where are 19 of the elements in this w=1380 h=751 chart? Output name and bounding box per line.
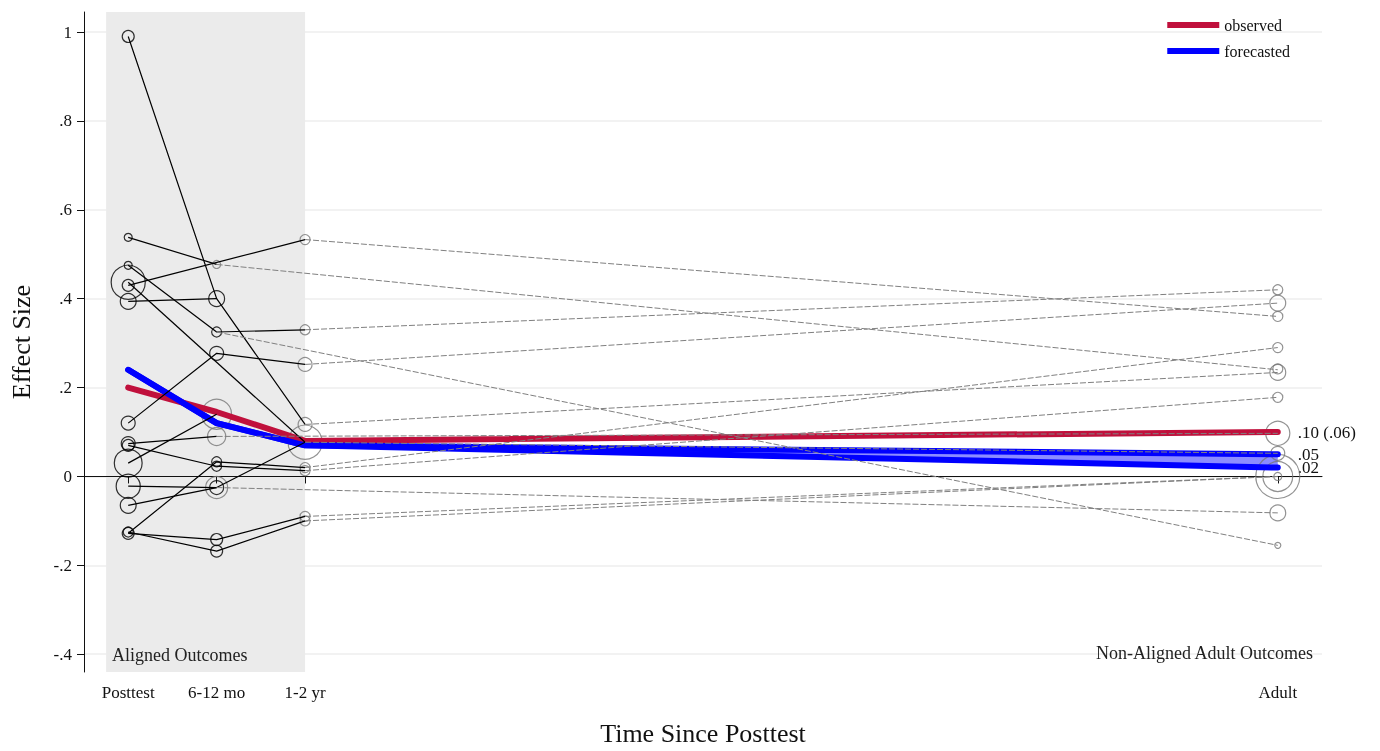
band-label: Aligned Outcomes [112,645,248,665]
y-tick-label: .8 [59,111,72,131]
x-axis-title: Time Since Posttest [600,718,807,748]
x-tick-label: Adult [1258,683,1298,702]
annotation: .10 (.06) [1297,422,1356,442]
x-tick-label: Posttest [101,683,155,702]
y-tick-label: .2 [59,378,72,398]
y-tick-label: 1 [63,22,72,42]
x-tick-label: 1-2 yr [284,683,326,702]
y-tick-label: 0 [63,466,72,486]
annotation: Non-Aligned Adult Outcomes [1096,643,1314,663]
y-axis-title: Effect Size [6,284,36,400]
y-tick-label: -.4 [53,644,73,664]
y-tick-label: .6 [59,200,72,220]
legend-label: forecasted [1224,42,1290,60]
y-tick-label: .4 [59,289,73,309]
y-tick-label: -.2 [53,555,72,575]
legend-label: observed [1224,16,1283,34]
x-tick-label: 6-12 mo [188,683,246,702]
